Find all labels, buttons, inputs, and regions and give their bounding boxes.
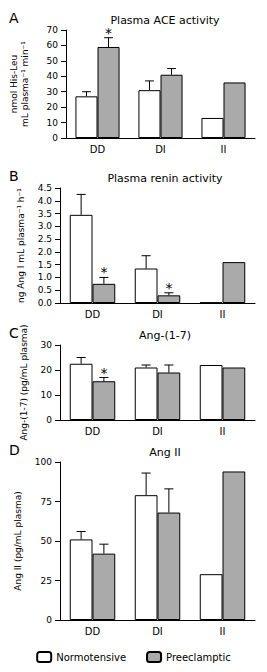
svg-text:0: 0 <box>46 415 52 425</box>
svg-text:0: 0 <box>52 133 58 143</box>
svg-text:30: 30 <box>47 87 59 97</box>
svg-text:0: 0 <box>46 615 52 625</box>
svg-text:50: 50 <box>41 536 53 546</box>
svg-text:mL plasma⁻¹ min⁻¹: mL plasma⁻¹ min⁻¹ <box>20 41 30 127</box>
svg-text:4.0: 4.0 <box>38 196 53 206</box>
svg-text:II: II <box>221 144 227 155</box>
svg-text:50: 50 <box>47 56 59 66</box>
svg-text:Plasma ACE activity: Plasma ACE activity <box>110 14 220 27</box>
svg-text:Plasma renin activity: Plasma renin activity <box>107 172 223 185</box>
svg-text:DD: DD <box>85 626 101 637</box>
svg-text:A: A <box>9 10 19 26</box>
svg-text:C: C <box>9 325 19 341</box>
svg-text:Ang-(1-7) (pg/mL plasma): Ang-(1-7) (pg/mL plasma) <box>19 324 29 440</box>
svg-text:0.5: 0.5 <box>38 285 52 295</box>
svg-text:*: * <box>165 280 172 296</box>
svg-text:DD: DD <box>85 426 101 437</box>
svg-text:Ang II: Ang II <box>149 446 180 459</box>
svg-text:10: 10 <box>41 390 53 400</box>
svg-text:*: * <box>105 25 112 41</box>
svg-text:2.0: 2.0 <box>38 247 53 257</box>
svg-text:3.5: 3.5 <box>38 209 52 219</box>
svg-text:1.0: 1.0 <box>38 272 53 282</box>
svg-text:25: 25 <box>41 576 52 586</box>
svg-text:10: 10 <box>47 118 59 128</box>
svg-text:B: B <box>9 168 19 184</box>
svg-text:DI: DI <box>155 144 166 155</box>
svg-text:DI: DI <box>152 426 163 437</box>
svg-text:2.5: 2.5 <box>38 234 52 244</box>
svg-text:4.5: 4.5 <box>38 183 52 193</box>
svg-text:ng Ang I mL plasma⁻¹ h⁻¹: ng Ang I mL plasma⁻¹ h⁻¹ <box>16 188 26 303</box>
svg-text:Preeclamptic: Preeclamptic <box>166 652 231 663</box>
svg-text:II: II <box>220 626 226 637</box>
svg-text:0.0: 0.0 <box>38 298 53 308</box>
svg-text:3.0: 3.0 <box>38 221 53 231</box>
svg-text:II: II <box>220 309 226 320</box>
svg-text:D: D <box>9 442 20 458</box>
svg-text:30: 30 <box>41 340 53 350</box>
svg-text:DI: DI <box>152 626 163 637</box>
svg-text:40: 40 <box>47 71 59 81</box>
svg-text:nmol His-Leu: nmol His-Leu <box>9 55 19 114</box>
svg-text:Ang-(1-7): Ang-(1-7) <box>139 329 191 342</box>
svg-text:60: 60 <box>47 40 59 50</box>
svg-text:Ang II (pg/mL plasma): Ang II (pg/mL plasma) <box>13 491 23 590</box>
svg-text:75: 75 <box>41 497 52 507</box>
svg-text:DD: DD <box>90 144 106 155</box>
svg-text:20: 20 <box>47 102 59 112</box>
svg-text:20: 20 <box>41 365 53 375</box>
svg-text:*: * <box>100 365 107 381</box>
svg-text:100: 100 <box>35 457 52 467</box>
svg-text:DD: DD <box>85 309 101 320</box>
svg-text:70: 70 <box>47 25 59 35</box>
svg-text:*: * <box>100 264 107 280</box>
svg-text:DI: DI <box>152 309 163 320</box>
svg-text:Normotensive: Normotensive <box>56 652 126 663</box>
svg-text:1.5: 1.5 <box>38 260 52 270</box>
svg-text:II: II <box>220 426 226 437</box>
